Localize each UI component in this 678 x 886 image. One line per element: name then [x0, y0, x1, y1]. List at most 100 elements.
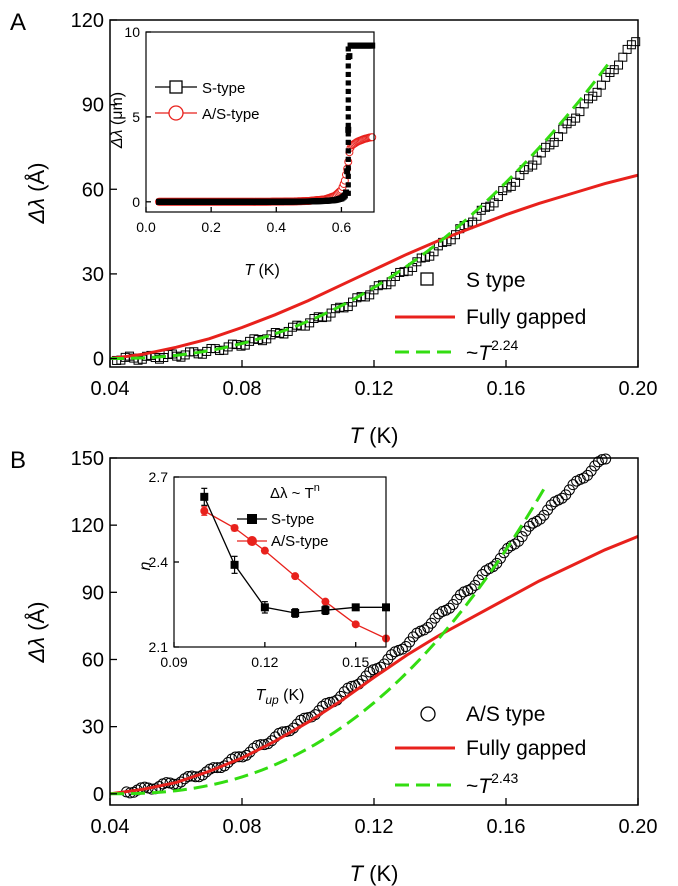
legend-label-power-law-a: ~T2.24: [466, 337, 519, 365]
panel-a-inset-chart: 0.0 0.2 0.4 0.6 0 5 10 T (K) Δλ (μm) S-t…: [109, 24, 377, 279]
power-law-fit-line: [110, 485, 547, 796]
panel-a-y-tick: 30: [82, 264, 104, 286]
inset-b-ticks: [173, 476, 357, 648]
panel-b-y-tick: 0: [93, 784, 104, 806]
inset-a-point-s-type: [345, 63, 351, 69]
panel-a-y-tick: 0: [93, 349, 104, 371]
legend-label-fully-gapped: Fully gapped: [466, 737, 586, 760]
panel-b-x-axis-label: T (K): [350, 861, 399, 886]
inset-b-legend-label-as: A/S-type: [271, 533, 329, 550]
data-point-as-type: [600, 453, 612, 465]
inset-a-point-s-type: [345, 88, 351, 94]
panel-a-plot-layer: [109, 37, 641, 365]
panel-a-letter: A: [10, 9, 26, 36]
inset-b-y-tick-labels: 2.1 2.4 2.7: [149, 469, 169, 655]
inset-a-background: [146, 32, 374, 212]
data-point-as-type: [567, 479, 579, 491]
legend-label-fully-gapped: Fully gapped: [466, 306, 586, 329]
data-point-as-type: [211, 762, 223, 774]
panel-b-x-tick: 0.04: [91, 816, 130, 838]
legend-label-power-law-b: ~T2.43: [466, 770, 519, 798]
inset-a-legend-circle-marker: [168, 105, 184, 121]
inset-b-point-s-type: [321, 606, 330, 615]
panel-b-y-tick: 150: [71, 448, 104, 470]
fully-gapped-fit-line: [109, 173, 639, 360]
data-point-as-type: [465, 583, 477, 595]
inset-b-point-s-type: [291, 609, 300, 617]
panel-a-x-tick: 0.16: [487, 378, 526, 400]
panel-b-y-tick: 120: [71, 515, 104, 537]
data-point-as-type: [494, 552, 506, 564]
inset-b-y-tick: 2.4: [149, 554, 169, 570]
inset-b-x-tick: 0.09: [160, 654, 187, 670]
panel-b-y-tick-labels: 0 30 60 90 120 150: [71, 448, 104, 806]
power-law-fit-line: [110, 58, 613, 360]
panel-b-legend: A/S type Fully gapped ~T2.43: [395, 703, 586, 798]
inset-a-point-s-type: [345, 126, 352, 133]
inset-b-legend-label-s: S-type: [271, 511, 314, 528]
inset-a-point-s-type: [344, 168, 351, 175]
inset-a-point-s-type: [345, 46, 351, 52]
inset-b-point-s-type: [230, 560, 239, 569]
inset-b-y-tick: 2.1: [149, 639, 169, 655]
panel-a-x-tick: 0.08: [223, 378, 262, 400]
inset-a-point-s-type: [345, 173, 351, 179]
inset-a-point-s-type: [346, 53, 353, 60]
data-point-as-type: [433, 608, 445, 620]
fully-gapped-fit-line: [109, 535, 639, 796]
legend-open-circle-marker: [420, 706, 436, 722]
inset-b-point-s-type: [260, 603, 269, 612]
inset-b-point-as-type: [291, 572, 300, 581]
panel-a-y-tick: 60: [82, 179, 104, 201]
panel-b-x-tick: 0.20: [619, 816, 658, 838]
inset-a-plot-layer: [155, 42, 377, 206]
inset-a-legend: S-type A/S-type: [155, 80, 260, 123]
inset-a-y-tick: 0: [132, 194, 140, 210]
inset-a-point-s-type: [345, 97, 351, 103]
inset-a-point-s-type: [345, 114, 351, 120]
inset-b-legend-square-marker: [247, 514, 257, 524]
data-point-as-type: [487, 561, 499, 573]
inset-a-point-s-type: [345, 122, 351, 128]
panel-b-letter: B: [10, 447, 26, 474]
inset-a-point-s-type: [345, 156, 351, 162]
inset-a-point-s-type: [369, 42, 376, 49]
panel-a-y-tick: 90: [82, 95, 104, 117]
inset-b-point-as-type: [351, 620, 360, 629]
data-point-as-type: [418, 624, 430, 636]
inset-b-legend-circle-marker: [247, 536, 257, 546]
legend-label-as-type: A/S type: [466, 703, 545, 726]
inset-b-point-as-type: [321, 597, 330, 606]
inset-b-y-tick: 2.7: [149, 469, 169, 485]
data-point-as-type: [444, 602, 456, 614]
inset-b-point-as-type: [260, 546, 269, 555]
inset-b-legend: S-type A/S-type: [237, 511, 329, 550]
inset-a-frame: [145, 31, 375, 213]
inset-a-x-tick: 0.0: [136, 219, 156, 235]
inset-a-legend-label-s: S-type: [202, 80, 245, 97]
inset-a-point-s-type: [345, 182, 351, 188]
inset-a-legend-square-marker: [169, 80, 183, 94]
inset-b-x-tick: 0.15: [342, 654, 369, 670]
panel-a-y-axis-label: Δλ (Å): [24, 162, 49, 224]
panel-b-x-tick: 0.08: [223, 816, 262, 838]
legend-label-s-type: S type: [466, 269, 526, 292]
legend-open-square-marker: [420, 272, 434, 286]
inset-b-x-tick-labels: 0.09 0.12 0.15: [160, 654, 369, 670]
inset-a-x-tick: 0.2: [201, 219, 221, 235]
inset-a-point-as-type: [368, 133, 377, 142]
panel-b-y-tick: 90: [82, 582, 104, 604]
inset-a-point-s-type: [345, 148, 351, 154]
panel-b-y-tick: 60: [82, 649, 104, 671]
inset-a-y-axis-label: Δλ (μm): [109, 92, 126, 149]
panel-a-x-axis-label: T (K): [350, 423, 399, 448]
inset-a-point-s-type: [345, 165, 351, 171]
inset-a-x-tick-labels: 0.0 0.2 0.4 0.6: [136, 219, 351, 235]
inset-b-point-as-type: [230, 524, 239, 532]
inset-b-title: Δλ ~ Tn: [270, 482, 320, 502]
inset-b-x-tick: 0.12: [251, 654, 278, 670]
data-point-as-type: [476, 569, 488, 581]
panel-a-y-tick: 120: [71, 10, 104, 32]
inset-a-point-s-type: [345, 105, 351, 111]
inset-b-point-as-type: [200, 507, 209, 515]
